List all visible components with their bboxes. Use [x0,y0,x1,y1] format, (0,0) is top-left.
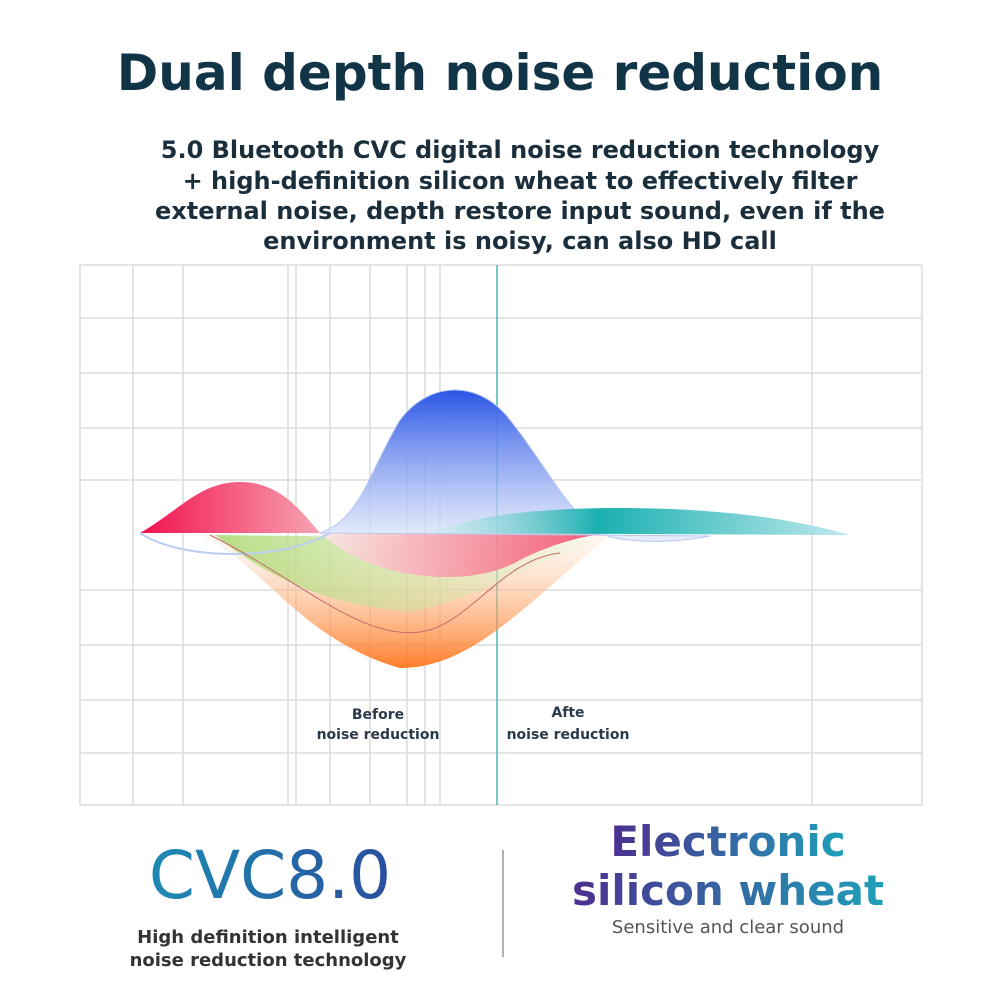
feature-caption: High definition intelligent [137,927,399,948]
feature-caption: Sensitive and clear sound [612,917,844,938]
feature-caption: noise reduction technology [130,950,407,971]
before-label: noise reduction [317,727,440,743]
description: + high-definition silicon wheat to effec… [183,167,858,195]
title: Dual depth noise reduction [117,44,884,102]
description: 5.0 Bluetooth CVC digital noise reductio… [161,136,880,164]
before-label: Before [352,707,404,723]
feature-title: CVC8.0 [149,837,391,914]
waves [139,389,850,668]
description: environment is noisy, can also HD call [263,227,777,255]
after-label: Afte [551,705,584,721]
feature-title: silicon wheat [572,866,884,915]
feature-title: Electronic [610,817,845,866]
after-label: noise reduction [507,727,630,743]
description: external noise, depth restore input soun… [155,197,885,225]
